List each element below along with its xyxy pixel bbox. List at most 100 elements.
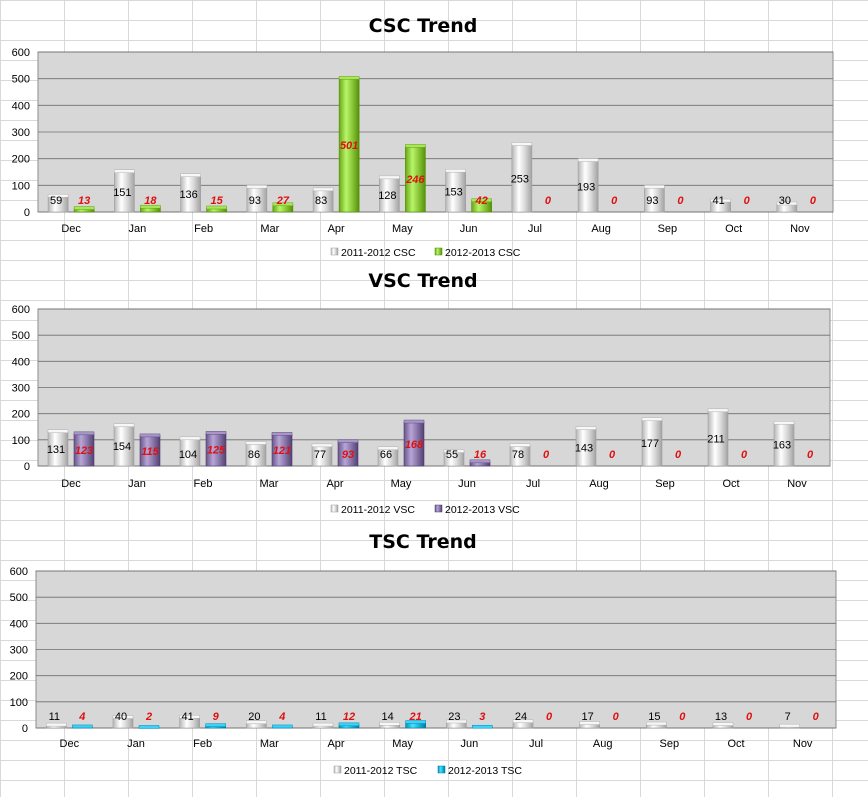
data-label: 123 xyxy=(75,445,93,457)
y-tick-label: 300 xyxy=(12,127,30,139)
vsc-trend-chart: VSC Trend 0 100 200 300 400 500 600 131 123 Dec 154… xyxy=(12,270,831,516)
data-label: 11 xyxy=(315,711,326,723)
data-label: 15 xyxy=(211,195,224,207)
legend-label: 2012-2013 CSC xyxy=(445,247,521,259)
data-label: 125 xyxy=(207,445,226,457)
bar-curr-dec xyxy=(73,206,95,213)
data-label: 211 xyxy=(707,433,725,445)
bar-prev-aug xyxy=(579,721,600,729)
data-label: 59 xyxy=(50,195,62,207)
x-tick-label: Apr xyxy=(326,478,343,490)
x-tick-label: Nov xyxy=(787,478,807,490)
data-label: 0 xyxy=(744,195,751,207)
data-label: 41 xyxy=(182,711,194,723)
y-tick-label: 500 xyxy=(10,592,28,604)
x-tick-label: Dec xyxy=(61,478,81,490)
data-label: 7 xyxy=(785,711,791,723)
legend-entry: 2012-2013 CSC xyxy=(434,247,521,259)
bar-prev-may xyxy=(377,446,399,467)
bar-prev-feb xyxy=(179,436,201,467)
y-tick-label: 400 xyxy=(10,618,28,630)
y-tick-label: 400 xyxy=(12,356,30,368)
data-label: 17 xyxy=(582,711,594,723)
legend-label: 2011-2012 CSC xyxy=(341,247,416,259)
x-tick-label: Jan xyxy=(129,223,147,235)
bar-prev-jul xyxy=(511,142,533,213)
data-label: 4 xyxy=(78,711,85,723)
legend-entry: 2012-2013 VSC xyxy=(434,504,520,516)
bar-prev-dec xyxy=(46,722,67,729)
data-label: 3 xyxy=(479,711,485,723)
data-label: 0 xyxy=(741,449,748,461)
y-tick-label: 300 xyxy=(12,383,30,395)
legend-entry: 2011-2012 TSC xyxy=(333,765,418,777)
x-tick-label: Oct xyxy=(725,223,742,235)
bar-prev-dec xyxy=(47,194,69,213)
data-label: 66 xyxy=(380,449,392,461)
bar-curr-feb xyxy=(205,723,226,729)
x-tick-label: Sep xyxy=(660,738,680,750)
x-tick-label: Jul xyxy=(526,478,540,490)
bar-prev-sep xyxy=(641,417,663,467)
bar-curr-apr xyxy=(338,722,360,729)
x-tick-label: Jan xyxy=(127,738,145,750)
x-tick-label: Jul xyxy=(528,223,542,235)
bar-curr-may xyxy=(403,419,425,467)
data-label: 253 xyxy=(511,173,529,185)
x-tick-label: Jun xyxy=(460,223,478,235)
chart-title: CSC Trend xyxy=(369,15,478,37)
chart-title: VSC Trend xyxy=(368,270,477,292)
data-label: 177 xyxy=(641,438,659,450)
data-label: 0 xyxy=(746,711,753,723)
data-label: 246 xyxy=(405,174,425,186)
bar-prev-apr xyxy=(311,443,333,467)
y-tick-label: 600 xyxy=(12,47,30,59)
x-tick-label: May xyxy=(391,478,412,490)
data-label: 131 xyxy=(47,444,65,456)
x-tick-label: Mar xyxy=(260,223,279,235)
bar-prev-aug xyxy=(577,158,599,213)
data-label: 151 xyxy=(113,187,131,199)
bar-prev-apr xyxy=(312,187,334,213)
bar-curr-jun xyxy=(471,198,492,213)
data-label: 13 xyxy=(78,195,90,207)
x-tick-label: Jan xyxy=(128,478,146,490)
x-tick-label: Jun xyxy=(458,478,476,490)
data-label: 9 xyxy=(213,711,220,723)
x-tick-label: Feb xyxy=(194,223,213,235)
bar-curr-dec xyxy=(73,431,95,467)
y-tick-label: 0 xyxy=(24,207,30,219)
x-tick-label: Mar xyxy=(260,738,279,750)
data-label: 0 xyxy=(613,711,620,723)
x-tick-label: Sep xyxy=(655,478,675,490)
y-tick-label: 200 xyxy=(12,154,30,166)
data-label: 77 xyxy=(314,449,326,461)
data-label: 2 xyxy=(145,711,152,723)
y-tick-label: 100 xyxy=(12,435,30,447)
y-tick-label: 200 xyxy=(10,671,28,683)
bar-curr-mar xyxy=(272,724,293,729)
y-tick-label: 0 xyxy=(22,723,28,735)
bar-curr-mar xyxy=(271,432,293,467)
bar-curr-may xyxy=(405,144,426,213)
y-tick-label: 400 xyxy=(12,100,30,112)
bar-prev-sep xyxy=(644,184,665,213)
bar-prev-feb xyxy=(179,715,200,729)
bar-curr-jun xyxy=(469,459,491,467)
y-tick-label: 600 xyxy=(10,566,28,578)
x-tick-label: Nov xyxy=(790,223,810,235)
data-label: 0 xyxy=(810,195,817,207)
chart-title: TSC Trend xyxy=(369,531,476,553)
x-tick-label: Dec xyxy=(61,223,81,235)
x-tick-label: Jun xyxy=(460,738,478,750)
bar-prev-jan xyxy=(112,715,134,729)
data-label: 18 xyxy=(144,195,157,207)
y-tick-label: 300 xyxy=(10,645,28,657)
bar-prev-oct xyxy=(712,722,734,729)
bar-prev-jul xyxy=(509,443,531,467)
bar-prev-jan xyxy=(113,423,135,467)
legend-label: 2011-2012 VSC xyxy=(341,504,415,516)
data-label: 0 xyxy=(545,195,552,207)
bar-prev-jun xyxy=(445,168,466,213)
bar-prev-dec xyxy=(47,429,69,467)
